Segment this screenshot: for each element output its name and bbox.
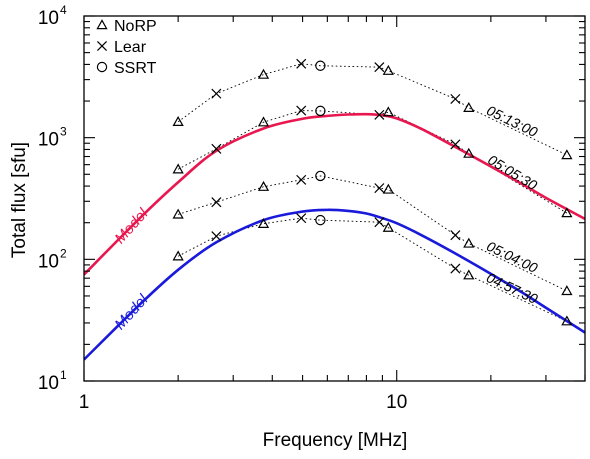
data-point-cross: [296, 213, 307, 224]
series-connector-4: [177, 217, 568, 322]
data-point-cross: [374, 183, 385, 194]
legend-entry-lear: Lear: [96, 39, 147, 56]
data-point-cross: [296, 105, 307, 116]
data-point-triangle: [257, 68, 270, 79]
data-point-cross: [296, 58, 307, 69]
y-tick-exponent: 2: [60, 246, 67, 260]
y-tick-label: 10: [38, 251, 59, 272]
legend-marker-triangle: [96, 19, 108, 30]
data-point-triangle: [172, 208, 184, 219]
data-point-triangle: [463, 147, 475, 158]
data-point-triangle: [257, 116, 270, 127]
data-point-triangle: [463, 237, 475, 248]
data-point-triangle: [382, 64, 394, 75]
data-point-triangle: [172, 115, 184, 126]
data-point-triangle: [172, 163, 184, 174]
data-point-triangle: [382, 221, 394, 232]
data-point-triangle: [172, 250, 184, 261]
legend-entry-ssrt: SSRT: [96, 60, 157, 77]
legend: NoRP Lear SSRT: [96, 18, 157, 77]
data-point-cross: [296, 174, 307, 185]
data-point-triangle: [382, 183, 394, 194]
axes: [83, 15, 586, 382]
model-curve-2: [84, 208, 585, 361]
data-point-cross: [211, 197, 222, 208]
x-tick-label: 10: [386, 392, 407, 413]
data-point-triangle: [561, 149, 573, 160]
y-tick-exponent: 3: [60, 125, 67, 139]
data-point-cross: [450, 263, 461, 274]
data-point-triangle: [561, 285, 573, 296]
y-tick-exponent: 4: [60, 3, 67, 17]
series-time-label: 05:13:00: [484, 102, 540, 140]
data-point-triangle: [257, 217, 270, 228]
data-point-cross: [450, 93, 461, 104]
y-tick-label: 10: [38, 373, 59, 394]
legend-entry-norp: NoRP: [96, 18, 157, 35]
data-point-circle: [315, 170, 326, 182]
legend-marker-cross: [96, 40, 108, 52]
series-connector-2: [177, 110, 568, 214]
y-axis-title: Total flux [sfu]: [9, 142, 30, 258]
y-tick-label: 10: [38, 8, 59, 29]
data-point-cross: [211, 88, 222, 99]
data-point-cross: [450, 139, 461, 150]
data-point-triangle: [561, 315, 573, 326]
series-time-label: 05:05:30: [485, 151, 540, 193]
legend-label: NoRP: [114, 18, 157, 35]
x-axis-title: Frequency [MHz]: [263, 430, 408, 451]
plot-frame: [83, 15, 586, 382]
data-point-circle: [315, 214, 326, 226]
data-point-cross: [450, 230, 461, 241]
series-connector-1: [177, 63, 568, 156]
series-connector-3: [178, 175, 568, 292]
legend-label: Lear: [114, 39, 147, 56]
data-point-cross: [374, 62, 385, 73]
legend-marker-circle: [96, 61, 108, 73]
x-tick-label: 1: [79, 392, 90, 413]
data-point-cross: [211, 143, 222, 154]
model-curve-layer: [84, 112, 585, 361]
data-point-cross: [211, 231, 222, 242]
data-point-circle: [315, 60, 326, 71]
legend-label: SSRT: [114, 60, 157, 77]
data-point-triangle: [257, 180, 270, 191]
data-point-triangle: [463, 101, 475, 112]
data-point-circle: [315, 105, 326, 117]
data-point-triangle: [561, 207, 573, 218]
data-point-cross: [374, 217, 385, 228]
data-point-triangle: [382, 106, 394, 117]
observation-marker-layer: [172, 58, 573, 326]
y-tick-exponent: 1: [60, 368, 67, 382]
data-point-triangle: [463, 269, 475, 280]
model-curve-1: [84, 112, 585, 276]
data-point-cross: [374, 109, 385, 120]
y-tick-label: 10: [38, 130, 59, 151]
